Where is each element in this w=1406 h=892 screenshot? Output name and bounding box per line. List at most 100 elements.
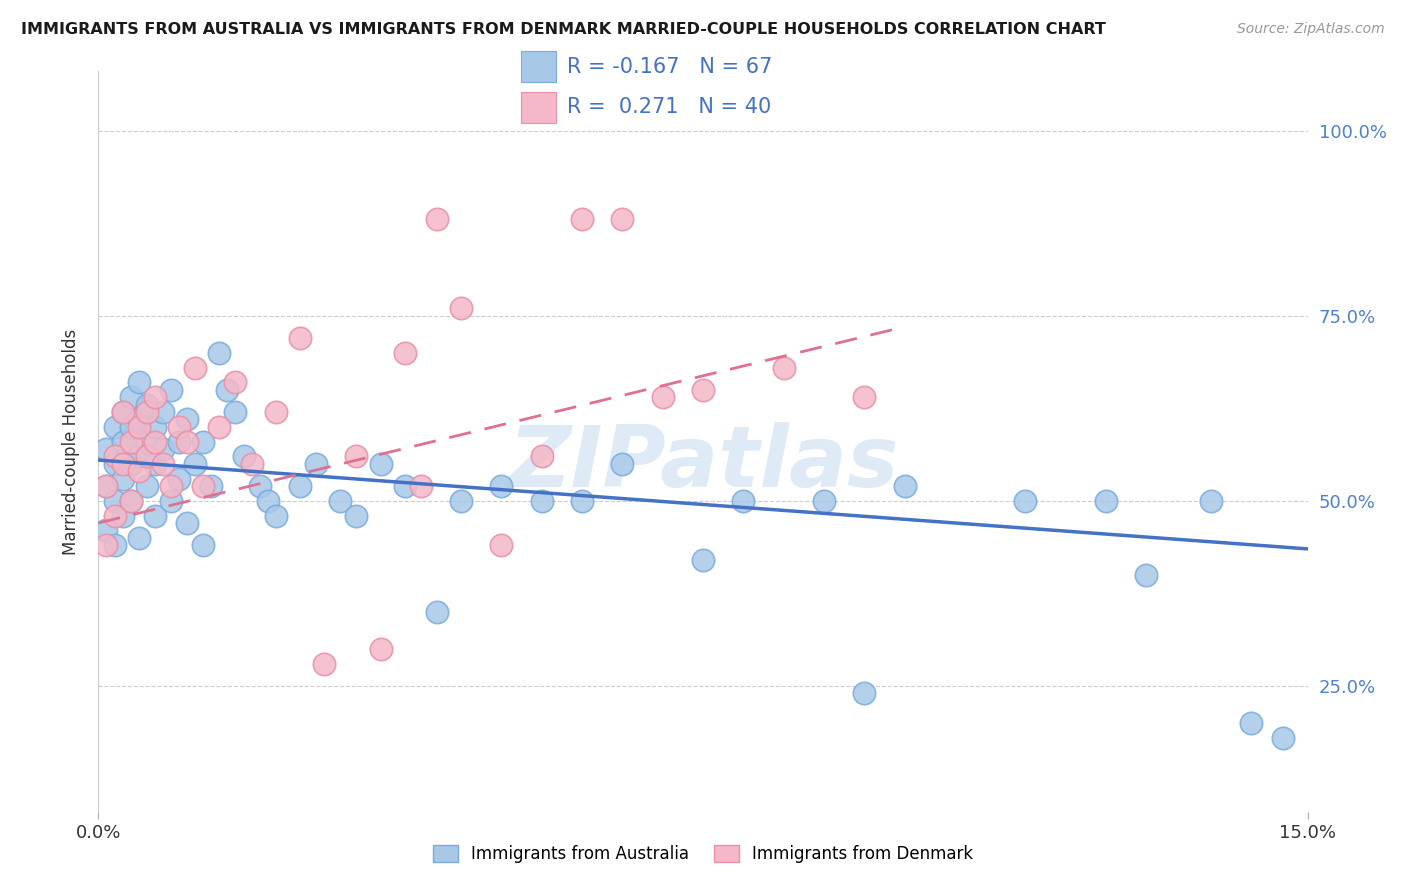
Text: Source: ZipAtlas.com: Source: ZipAtlas.com [1237,22,1385,37]
Point [1240,715,1263,730]
Point [193,538,215,552]
Point [217,383,239,397]
Point [733,493,755,508]
Point [176,412,198,426]
Point [111,434,134,449]
Point [264,405,287,419]
Point [240,457,263,471]
Point [853,686,876,700]
Point [1135,567,1157,582]
Point [232,450,254,464]
Point [128,464,150,478]
Point [329,493,352,508]
Point [692,383,714,397]
Point [120,493,142,508]
Point [370,457,392,471]
Point [692,553,714,567]
Point [143,457,166,471]
Point [571,212,593,227]
Point [167,419,190,434]
Point [143,390,166,404]
Point [111,471,134,485]
Point [152,442,174,456]
Point [160,383,183,397]
Point [1272,731,1295,745]
Point [128,419,150,434]
Point [344,508,367,523]
Point [160,479,183,493]
Point [249,479,271,493]
Text: R = -0.167   N = 67: R = -0.167 N = 67 [567,56,772,77]
Point [176,434,198,449]
Point [1014,493,1036,508]
Point [224,405,246,419]
Point [128,531,150,545]
Point [344,450,367,464]
Text: IMMIGRANTS FROM AUSTRALIA VS IMMIGRANTS FROM DENMARK MARRIED-COUPLE HOUSEHOLDS C: IMMIGRANTS FROM AUSTRALIA VS IMMIGRANTS … [21,22,1107,37]
Point [208,419,231,434]
Point [426,212,449,227]
Point [1095,493,1118,508]
Point [288,331,311,345]
Text: ZIPatlas: ZIPatlas [508,422,898,505]
Point [152,457,174,471]
Point [571,493,593,508]
Point [111,405,134,419]
Point [193,479,215,493]
Point [135,479,157,493]
Point [143,434,166,449]
Point [103,450,125,464]
Point [176,516,198,530]
Point [111,457,134,471]
Point [893,479,915,493]
Point [135,398,157,412]
Point [103,457,125,471]
Point [193,434,215,449]
Point [103,508,125,523]
Point [120,419,142,434]
Point [120,493,142,508]
Point [128,450,150,464]
Point [111,405,134,419]
Point [96,479,118,493]
Point [813,493,835,508]
Point [120,434,142,449]
Point [426,605,449,619]
Point [111,508,134,523]
Text: R =  0.271   N = 40: R = 0.271 N = 40 [567,97,770,118]
Point [370,641,392,656]
Point [103,538,125,552]
Point [314,657,336,671]
Y-axis label: Married-couple Households: Married-couple Households [62,328,80,555]
Point [103,419,125,434]
Point [96,538,118,552]
Point [200,479,222,493]
Point [128,412,150,426]
Point [103,493,125,508]
Point [288,479,311,493]
Point [450,301,472,316]
Point [184,457,207,471]
Point [167,471,190,485]
Point [96,524,118,538]
Point [264,508,287,523]
Point [120,457,142,471]
Legend: Immigrants from Australia, Immigrants from Denmark: Immigrants from Australia, Immigrants fr… [426,838,980,870]
Point [409,479,432,493]
Point [530,493,553,508]
Point [143,508,166,523]
Point [853,390,876,404]
Point [256,493,278,508]
FancyBboxPatch shape [522,92,555,122]
Point [772,360,794,375]
Point [651,390,673,404]
Point [491,479,513,493]
Point [394,345,416,359]
Point [208,345,231,359]
Point [135,434,157,449]
Point [128,376,150,390]
Point [450,493,472,508]
Point [184,360,207,375]
Point [143,419,166,434]
FancyBboxPatch shape [522,52,555,82]
